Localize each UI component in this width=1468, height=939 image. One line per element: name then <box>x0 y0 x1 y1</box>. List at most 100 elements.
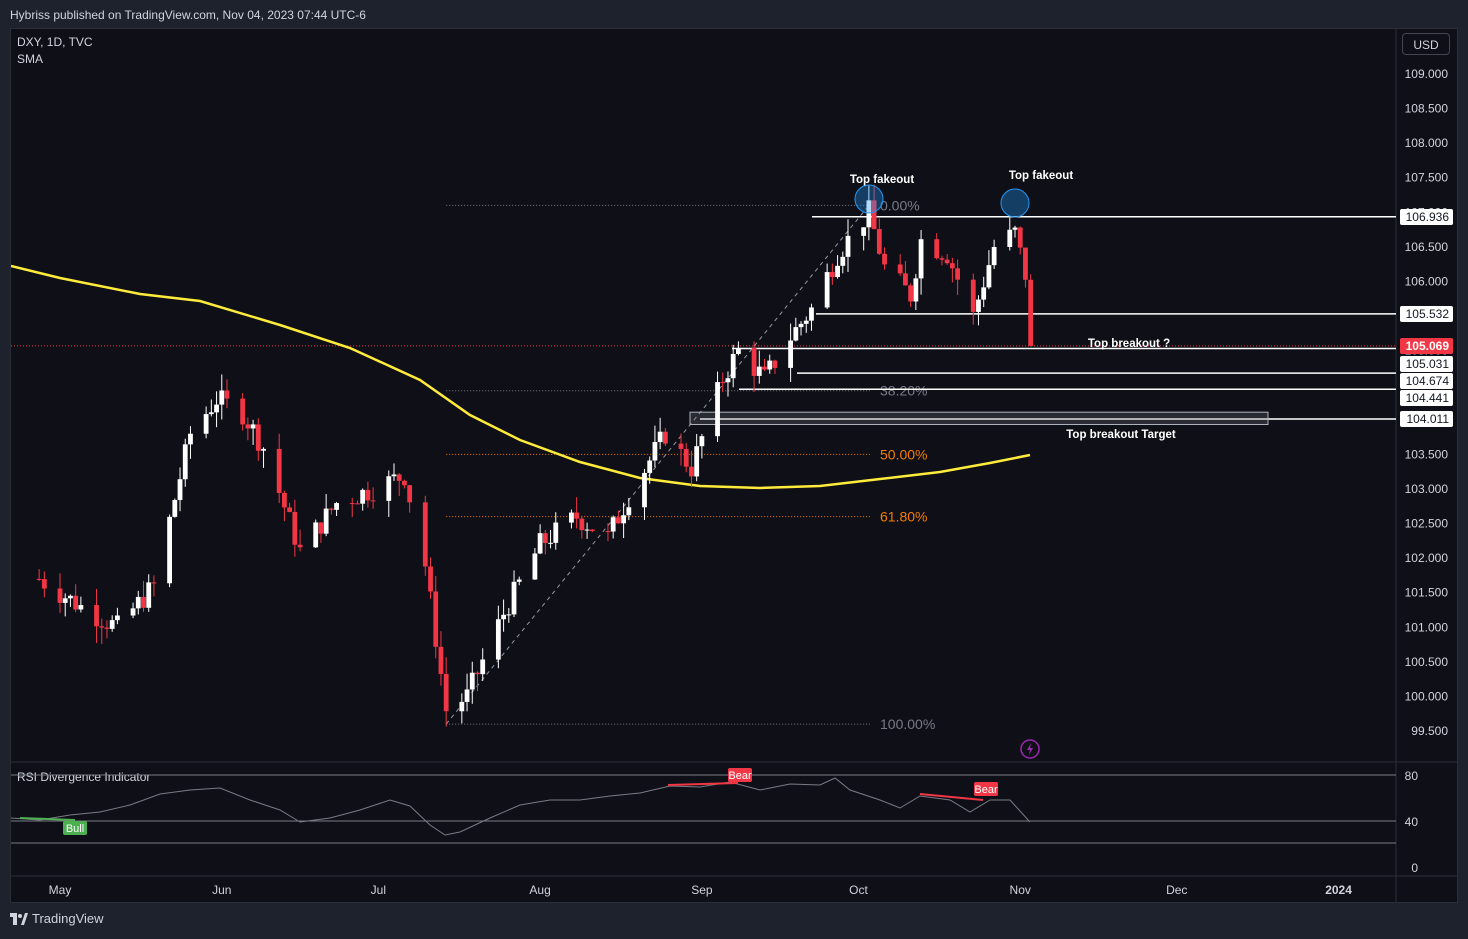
price-label-box <box>1400 306 1453 322</box>
candle-body <box>1028 279 1034 346</box>
time-tick-label: Dec <box>1166 883 1187 897</box>
chart-annotation-text: Top fakeout <box>1009 170 1073 182</box>
price-label-box <box>1400 390 1453 406</box>
fib-level-label: 61.80% <box>880 509 927 525</box>
symbol-legend[interactable]: DXY, 1D, TVC <box>17 35 93 49</box>
price-label-box <box>1400 209 1453 225</box>
candle-body <box>511 581 517 615</box>
candle-body <box>720 382 726 384</box>
candle-body <box>605 531 611 533</box>
time-tick-label: Sep <box>691 883 713 897</box>
candle-body <box>976 299 981 312</box>
candle-body <box>334 503 339 510</box>
rsi-signal-badge <box>728 768 752 782</box>
candle-body <box>835 265 840 277</box>
candle-body <box>657 431 663 443</box>
candle-body <box>62 598 68 603</box>
candle-body <box>1007 229 1013 247</box>
candle-body <box>250 424 256 429</box>
rsi-bull-divergence-line <box>19 817 76 821</box>
candle-body <box>861 227 867 236</box>
candle-body <box>803 320 809 324</box>
currency-button[interactable]: USD <box>1402 33 1450 55</box>
rsi-tick-label: 40 <box>1405 815 1419 829</box>
candle-body <box>422 502 428 567</box>
candle-body <box>224 390 230 399</box>
candle-body <box>475 672 480 675</box>
candle-body <box>1012 227 1018 230</box>
time-tick-label: Nov <box>1010 883 1031 897</box>
candle-body <box>386 476 392 501</box>
candle-body <box>824 272 830 308</box>
candle-body <box>626 507 632 516</box>
sma-legend[interactable]: SMA <box>17 52 44 66</box>
price-tick-label: 100.000 <box>1405 689 1449 703</box>
candle-body <box>542 533 548 544</box>
time-tick-label: 2024 <box>1325 883 1352 897</box>
rsi-tick-label: 80 <box>1405 769 1419 783</box>
candle-body <box>177 479 183 501</box>
chart-annotation-text: Top breakout ? <box>1088 338 1170 350</box>
time-tick-label: Jul <box>371 883 386 897</box>
price-tick-label: 108.000 <box>1405 136 1449 150</box>
candle-body <box>939 258 945 260</box>
candle-body <box>574 512 580 519</box>
rsi-panel: RSI Divergence Indicator 80 40 0 Bull Bear Bea… <box>10 768 1419 875</box>
candle-body <box>793 327 799 341</box>
candle-body <box>694 446 700 477</box>
candle-body <box>407 485 413 503</box>
price-label-box <box>1400 338 1453 354</box>
candle-body <box>934 239 940 259</box>
rsi-signal-badge <box>63 821 87 835</box>
chart-frame <box>10 28 1458 903</box>
candle-body <box>913 278 919 302</box>
price-label-box <box>1400 411 1453 427</box>
candle-body <box>109 620 115 629</box>
candle-body <box>829 272 835 277</box>
fakeout-circle-marker <box>854 184 884 214</box>
candle-body <box>469 672 475 690</box>
candle-body <box>897 264 903 274</box>
candle-body <box>986 265 992 288</box>
price-label-text: 105.069 <box>1406 339 1450 353</box>
price-tick-label: 102.000 <box>1405 551 1449 565</box>
price-tick-label: 101.000 <box>1405 620 1449 634</box>
candle-body <box>141 596 146 608</box>
fib-level-label: 38.20% <box>880 383 927 399</box>
candle-body <box>219 390 225 405</box>
candles-layer <box>36 184 1034 727</box>
price-tick-label: 100.500 <box>1405 655 1449 669</box>
tradingview-logo[interactable]: TradingView <box>10 911 104 926</box>
candle-body <box>949 263 955 269</box>
candle-body <box>715 382 720 437</box>
candle-body <box>99 626 105 628</box>
candle-body <box>730 353 736 379</box>
candle-body <box>1023 247 1028 280</box>
candle-body <box>318 522 324 534</box>
time-axis: May Jun Jul Aug Sep Oct Nov Dec 2024 <box>49 883 1353 897</box>
chart-annotation-text: Top breakout Target <box>1066 429 1176 441</box>
tradingview-logo-text: TradingView <box>32 911 104 926</box>
time-tick-label: May <box>49 883 72 897</box>
candle-body <box>736 347 741 354</box>
price-label-text: 106.936 <box>1406 210 1450 224</box>
footer-bar <box>0 903 1468 939</box>
candle-body <box>762 366 767 370</box>
price-tick-label: 103.500 <box>1405 447 1449 461</box>
candle-body <box>360 489 366 504</box>
candle-body <box>57 588 63 603</box>
annotations-layer: Top fakeout Top fakeout Top breakout ? Top … <box>850 170 1176 759</box>
time-tick-label: Aug <box>529 883 550 897</box>
candle-body <box>261 448 266 451</box>
candle-body <box>991 246 997 266</box>
candle-body <box>495 619 501 660</box>
candle-body <box>214 404 219 413</box>
candle-body <box>349 503 355 505</box>
price-label-text: 104.674 <box>1406 374 1450 388</box>
candle-body <box>245 424 251 429</box>
candle-body <box>78 605 84 610</box>
candle-body <box>683 448 689 467</box>
rsi-title: RSI Divergence Indicator <box>17 770 150 784</box>
candle-body <box>548 542 553 544</box>
